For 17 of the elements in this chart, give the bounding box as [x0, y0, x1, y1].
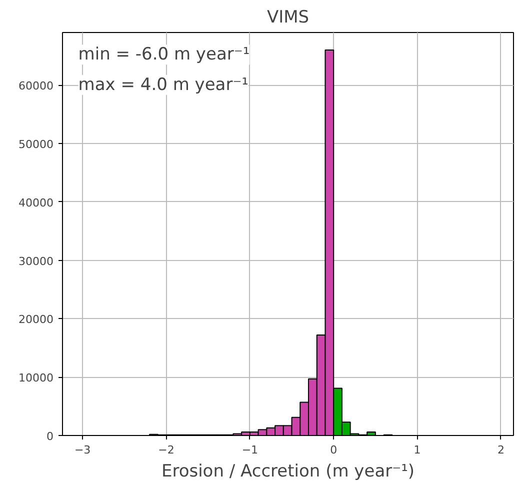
y-tick-label: 20000 — [18, 313, 54, 326]
y-tick-label: 50000 — [18, 138, 54, 151]
y-tick-label: 40000 — [18, 196, 54, 210]
x-tick-label: 1 — [414, 444, 421, 456]
x-tick-label: −2 — [158, 444, 174, 456]
x-tick-label: −1 — [242, 444, 258, 456]
x-tick-label: 0 — [330, 444, 338, 456]
y-tick-label: 0 — [46, 430, 54, 443]
y-tick-label: 10000 — [18, 372, 54, 385]
annotation: min = -6.0 m year⁻¹ — [78, 44, 250, 65]
y-tick-label: 30000 — [18, 254, 54, 268]
y-tick-label: 60000 — [18, 80, 54, 93]
annotation: max = 4.0 m year⁻¹ — [78, 74, 249, 95]
x-axis-title: Erosion / Accretion (m year⁻¹) — [161, 462, 415, 482]
chart-title: VIMS — [266, 8, 310, 28]
x-tick-label: −3 — [74, 444, 91, 456]
x-tick-label: 2 — [497, 444, 504, 456]
